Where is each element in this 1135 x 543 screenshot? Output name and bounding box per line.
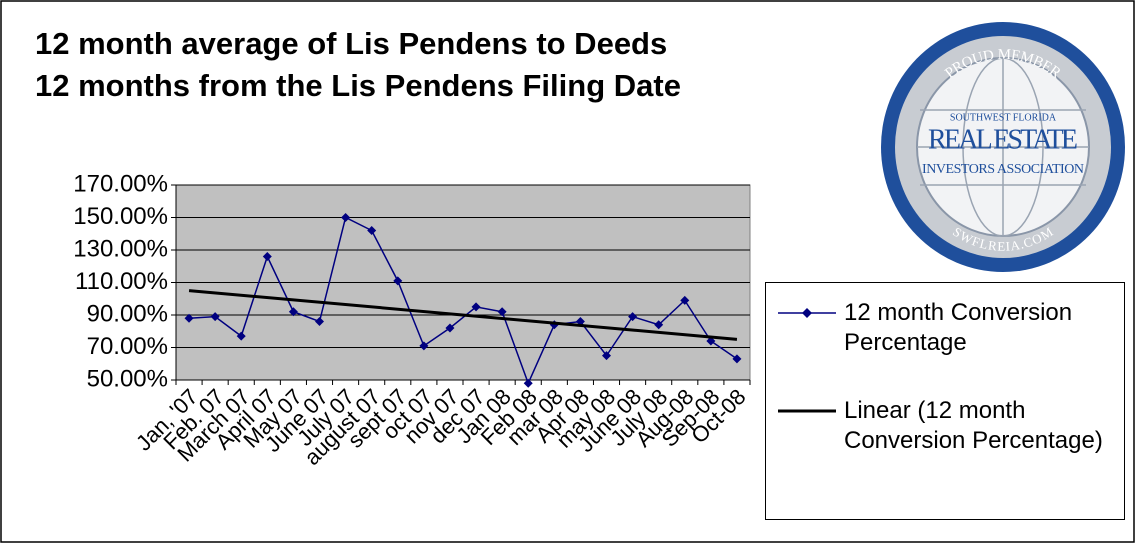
legend-marker (778, 409, 836, 413)
chart-subtitle: 12 months from the Lis Pendens Filing Da… (35, 68, 681, 103)
logo: PROUD MEMBER SWFLREIA.COM SOUTHWEST FLOR… (881, 22, 1125, 272)
point (732, 354, 742, 364)
y-tick-label: 70.00% (87, 333, 168, 360)
chart-title: 12 month average of Lis Pendens to Deeds (35, 26, 667, 61)
y-tick-label: 130.00% (73, 235, 168, 262)
legend: 12 month Conversion Percentage Linear (1… (765, 282, 1125, 520)
y-tick-label: 90.00% (87, 300, 168, 327)
point (497, 307, 507, 317)
y-tick-label: 150.00% (73, 203, 168, 230)
logo-text: INVESTORS ASSOCIATION (922, 162, 1084, 177)
point (341, 213, 351, 222)
point (419, 341, 429, 351)
point (680, 295, 690, 305)
legend-label: Linear (12 month Conversion Percentage) (844, 397, 1103, 454)
point (602, 351, 611, 361)
point (236, 331, 246, 341)
point (445, 323, 455, 333)
legend-label: 12 month Conversion Percentage (844, 299, 1073, 356)
point (262, 252, 272, 261)
series-line (188, 216, 738, 386)
y-tick-label: 110.00% (75, 268, 168, 295)
y-tick-label: 170.00% (73, 170, 168, 197)
point (315, 317, 324, 326)
legend-marker (778, 308, 836, 318)
logo-text: SOUTHWEST FLORIDA (950, 112, 1057, 123)
y-tick-label: 50.00% (87, 365, 168, 392)
point (210, 312, 220, 322)
trendline (188, 289, 738, 341)
point (523, 378, 533, 388)
point (654, 320, 664, 330)
point (184, 313, 194, 323)
point (288, 307, 298, 317)
point (471, 302, 481, 312)
logo-globe-lines (917, 57, 1089, 237)
logo-text: REAL ESTATE (928, 124, 1078, 155)
point (393, 276, 403, 286)
point (628, 312, 638, 322)
point (367, 226, 377, 235)
